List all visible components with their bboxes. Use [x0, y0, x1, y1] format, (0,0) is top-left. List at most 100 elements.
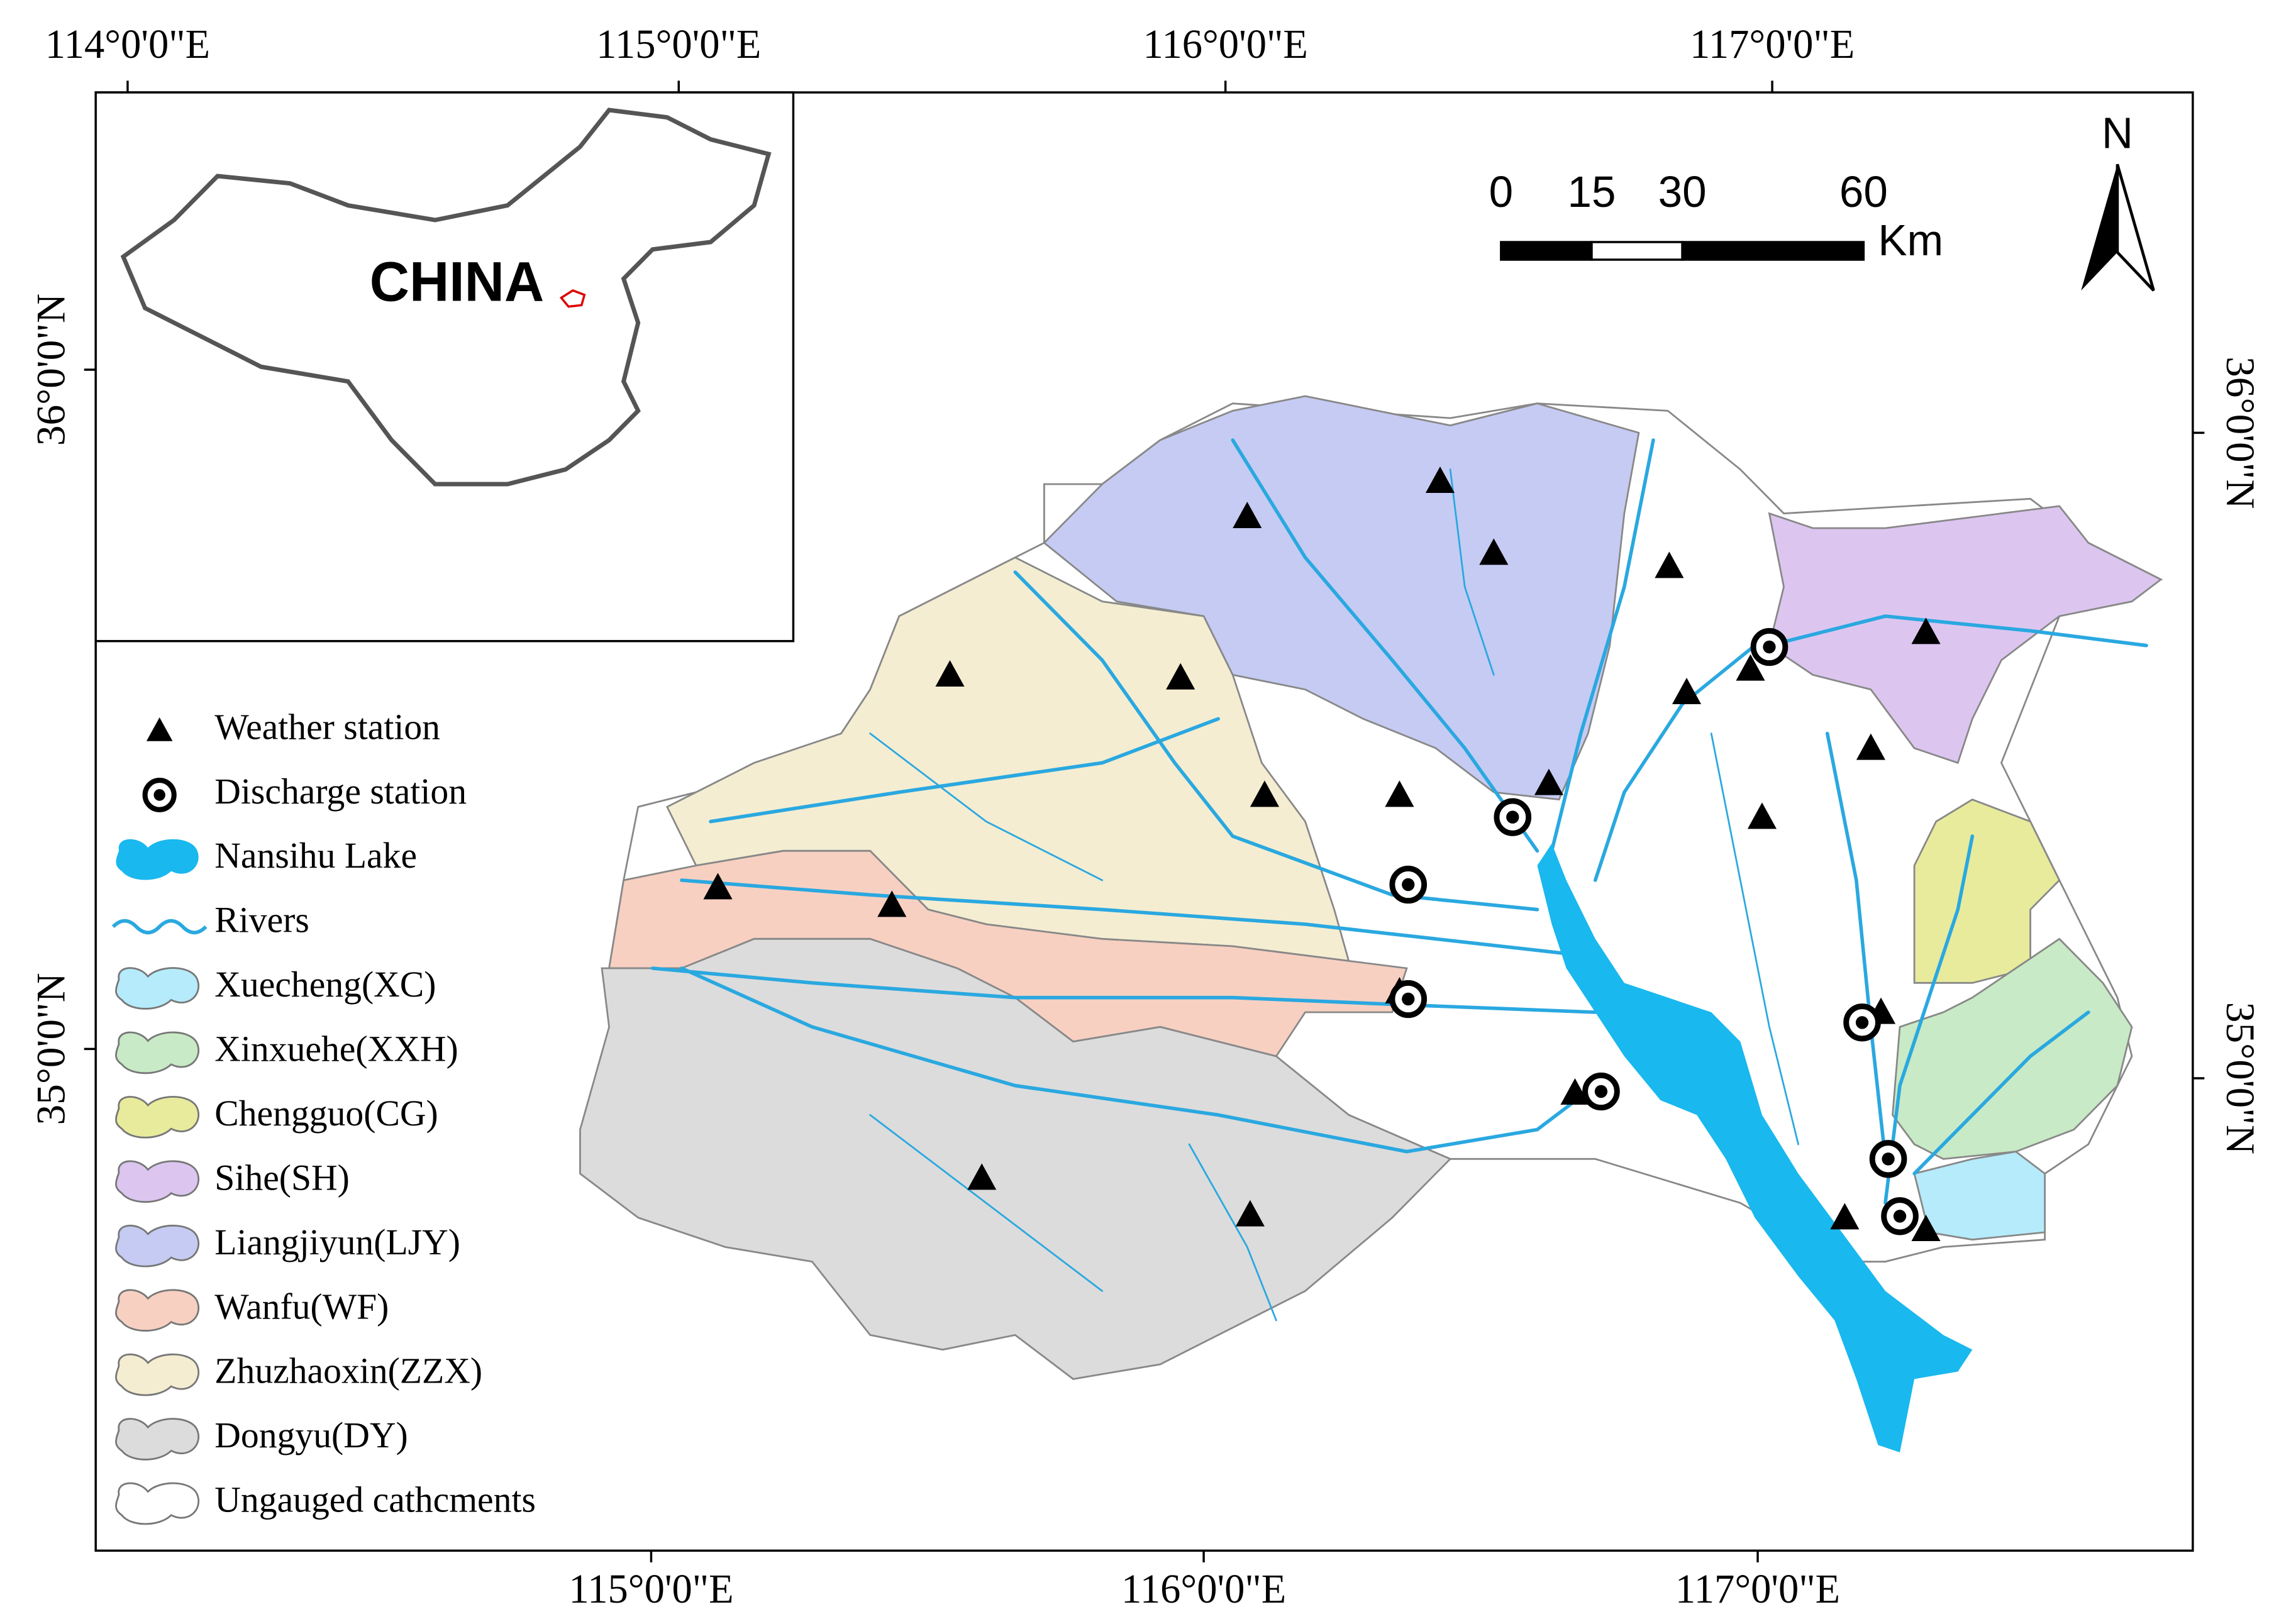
river [1231, 438, 1539, 853]
dy-catchment [579, 937, 1452, 1380]
weather-station [1856, 733, 1885, 760]
weather-station [703, 873, 733, 900]
legend-label: Xuecheng(XC) [214, 964, 436, 1005]
legend-label: Dongyu(DY) [214, 1415, 408, 1456]
discharge-station-dot [1506, 810, 1519, 824]
north-arrow: N [2081, 108, 2155, 292]
river [1710, 732, 1799, 1146]
stations [703, 467, 1941, 1241]
north-label: N [2102, 108, 2133, 157]
weather-station [877, 890, 907, 917]
river [1912, 1010, 2090, 1176]
scale-label: 15 [1567, 167, 1616, 216]
river [869, 1113, 1104, 1292]
weather-station [1534, 768, 1563, 795]
scale-label: 0 [1489, 167, 1513, 216]
river [680, 966, 1597, 1154]
weather-station [146, 717, 173, 741]
legend-label: Chengguo(CG) [214, 1093, 438, 1134]
legend-swatch [115, 1224, 199, 1268]
weather-station [967, 1163, 997, 1190]
legend-label: Nansihu Lake [214, 835, 417, 876]
discharge-station-dot [1402, 992, 1415, 1006]
scale-segment [1500, 241, 1593, 261]
discharge-station-dot [153, 789, 165, 801]
left-label: 35°0'0"N [29, 973, 74, 1125]
legend: Weather station Discharge station Nansihu … [111, 706, 536, 1525]
discharge-station-dot [1882, 1152, 1895, 1166]
scale-segment [1681, 241, 1865, 261]
legend-swatch [115, 1353, 199, 1396]
bottom-label: 116°0'0"E [1121, 1567, 1286, 1612]
legend-river [111, 919, 208, 935]
china-outline [120, 108, 772, 487]
legend-swatch [115, 967, 199, 1010]
legend-swatch [116, 839, 199, 880]
inset-label: CHINA [370, 250, 544, 313]
river [680, 878, 1568, 956]
river [1593, 643, 1757, 882]
bottom-label: 115°0'0"E [568, 1567, 733, 1612]
legend-label: Wanfu(WF) [214, 1286, 389, 1327]
top-label: 114°0'0"E [45, 22, 210, 67]
right-label: 35°0'0"N [2217, 1002, 2263, 1154]
river [869, 732, 1104, 881]
legend-label: Liangjiyun(LJY) [214, 1222, 460, 1262]
study-area-outline [559, 289, 586, 308]
weather-station [1235, 1200, 1265, 1227]
xxh-catchment [1892, 937, 2133, 1160]
graticule-labels: 114°0'0"E 115°0'0"E 116°0'0"E 117°0'0"E 115°… [29, 22, 2263, 1612]
river [1825, 731, 1887, 1161]
weather-station [1911, 617, 1941, 644]
weather-station [1425, 467, 1455, 493]
weather-station [1479, 538, 1509, 565]
legend-swatch [115, 1160, 199, 1203]
discharge-station-dot [1594, 1085, 1608, 1098]
right-label: 36°0'0"N [2217, 356, 2263, 509]
discharge-station-dot [1402, 878, 1415, 892]
legend-label: Rivers [214, 899, 309, 940]
map-frame [94, 91, 2194, 1552]
weather-station [1747, 802, 1777, 829]
discharge-station-dot [1855, 1016, 1869, 1029]
legend-label: Sihe(SH) [214, 1157, 350, 1198]
north-arrow-right [2116, 163, 2155, 292]
weather-station [1911, 1215, 1941, 1241]
river [1767, 614, 2148, 648]
top-label: 117°0'0"E [1690, 22, 1855, 67]
discharge-station-dot [1763, 640, 1776, 654]
legend-label: Xinxuehe(XXH) [214, 1028, 458, 1069]
top-label: 115°0'0"E [596, 22, 761, 67]
weather-station [1385, 780, 1414, 807]
top-label: 116°0'0"E [1143, 22, 1308, 67]
scale-label: 30 [1658, 167, 1707, 216]
legend-label: Discharge station [214, 771, 467, 812]
weather-station [1672, 678, 1702, 704]
river [709, 717, 1220, 824]
weather-station [1233, 502, 1262, 528]
north-arrow-left [2081, 164, 2117, 290]
legend-label: Zhuzhaoxin(ZZX) [214, 1350, 482, 1391]
legend-label: Weather station [214, 706, 440, 747]
left-label: 36°0'0"N [29, 294, 74, 446]
legend-swatch [115, 1031, 199, 1074]
weather-station [935, 660, 965, 687]
weather-station [1736, 654, 1765, 681]
river [1550, 438, 1655, 853]
legend-swatch [115, 1096, 199, 1139]
river [650, 966, 1597, 1014]
legend-swatch [115, 1289, 199, 1332]
nansihu-lake [1537, 843, 1973, 1452]
river [1449, 468, 1495, 676]
river [1883, 834, 1975, 1205]
basin [579, 395, 2163, 1452]
weather-station [1250, 780, 1279, 807]
weather-station [1830, 1203, 1860, 1230]
scale-label: 60 [1839, 167, 1888, 216]
weather-station [1166, 663, 1195, 690]
legend-swatch [115, 1418, 199, 1461]
river [1188, 1143, 1277, 1322]
scale-segment [1590, 241, 1683, 261]
legend-label: Ungauged cathcments [214, 1479, 536, 1520]
